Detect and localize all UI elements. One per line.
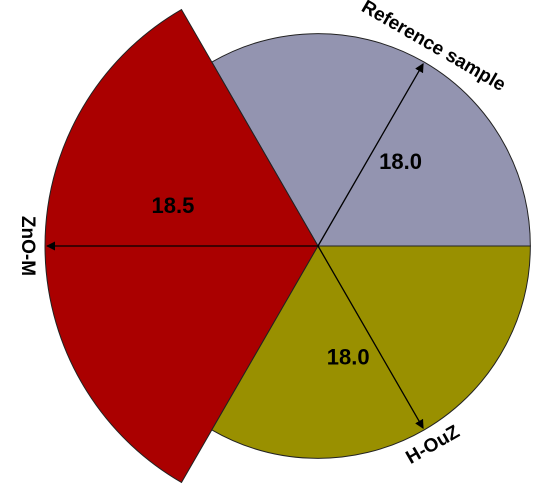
value-label: 18.5: [152, 193, 195, 218]
radius-arrow: [317, 245, 424, 429]
sector: [211, 33, 531, 247]
radius-arrow: [317, 63, 424, 247]
value-label: 18.0: [379, 149, 422, 174]
value-label: 18.0: [327, 345, 370, 370]
category-label: ZnO-M: [17, 216, 38, 276]
sector: [211, 245, 531, 459]
